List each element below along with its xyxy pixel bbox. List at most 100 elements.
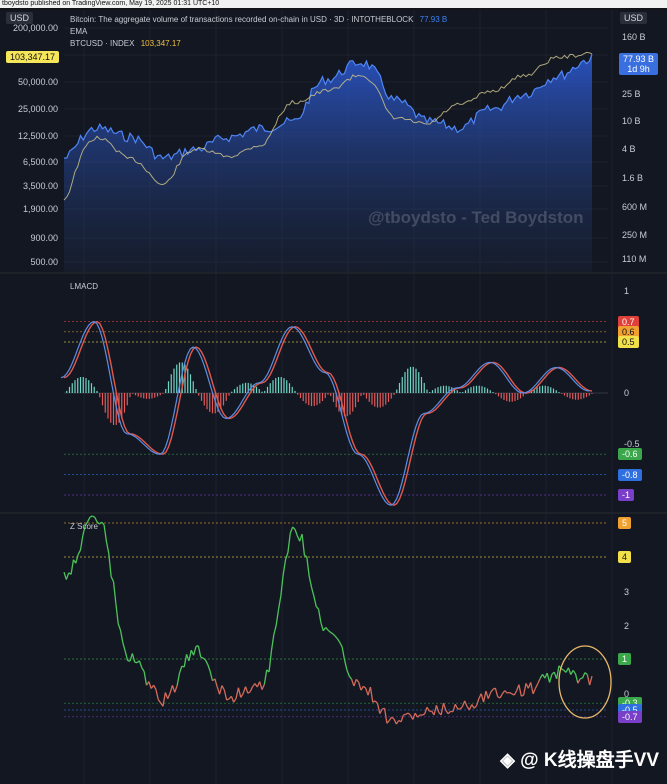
zscore-segment xyxy=(115,603,119,624)
zscore-segment xyxy=(294,529,298,537)
zscore-segment xyxy=(383,708,388,724)
zscore-segment xyxy=(282,559,287,575)
zscore-segment xyxy=(372,700,376,703)
zscore-segment xyxy=(226,698,230,701)
volume-area xyxy=(64,54,592,273)
price-axis-tick: 6,500.00 xyxy=(23,157,58,167)
series-title-value: 77.93 B xyxy=(419,15,448,24)
zscore-panel-bg xyxy=(0,514,667,784)
zscore-segment xyxy=(414,712,419,718)
btc-label: BTCUSD · INDEX xyxy=(70,39,135,48)
zscore-segment xyxy=(117,623,122,631)
zscore-axis-tick: 2 xyxy=(624,621,629,631)
volume-axis-tick: 160 B xyxy=(622,32,646,42)
price-axis-tick: 25,000.00 xyxy=(18,104,58,114)
zscore-segment xyxy=(209,671,214,681)
zscore-segment xyxy=(511,693,515,696)
zscore-segment xyxy=(400,714,405,723)
watermark: @tboydsto - Ted Boydston xyxy=(368,208,584,227)
zscore-segment xyxy=(287,533,291,553)
zscore-segment xyxy=(391,716,395,720)
zscore-segment xyxy=(358,681,362,691)
zscore-segment xyxy=(445,710,449,715)
lmacd-level-chip: 0.6 xyxy=(618,325,639,338)
lmacd-level-chip: -1 xyxy=(618,489,635,501)
zscore-segment xyxy=(343,659,348,670)
zscore-segment xyxy=(313,595,317,607)
lmacd-line xyxy=(60,320,590,506)
zscore-axis-tick: 0 xyxy=(624,689,629,699)
zscore-segment xyxy=(521,694,524,697)
zscore-segment xyxy=(289,526,294,534)
zscore-segment xyxy=(259,681,263,690)
zscore-segment xyxy=(77,549,82,555)
series-title-row: Bitcoin: The aggregate volume of transac… xyxy=(70,15,447,24)
axis-labels: 200,000.00100,000.0050,000.0025,000.0012… xyxy=(13,23,647,699)
published-line: tboydsto published on TradingView.com, M… xyxy=(0,0,667,8)
zscore-segment xyxy=(268,650,273,673)
series-title: Bitcoin: The aggregate volume of transac… xyxy=(70,15,414,24)
zscore-segment xyxy=(280,574,284,596)
price-axis-tick: 1,900.00 xyxy=(23,204,58,214)
zscore-segment xyxy=(454,703,459,710)
zscore-segment xyxy=(200,656,204,659)
volume-axis-tick: 25 B xyxy=(622,89,641,99)
zscore-segment xyxy=(176,673,181,686)
lmacd-axis-tick: 1 xyxy=(624,286,629,296)
zscore-segment xyxy=(546,672,551,683)
zscore-segment xyxy=(452,704,456,712)
zscore-segment xyxy=(355,678,360,683)
zscore-segment xyxy=(548,674,553,683)
zscore-segment xyxy=(86,516,91,523)
brand-watermark: ◈ @ K线操盘手VV xyxy=(500,750,659,771)
zscore-segment xyxy=(188,650,192,662)
zscore-segment xyxy=(341,646,346,660)
zscore-segment xyxy=(75,554,79,564)
zscore-segment xyxy=(122,642,126,652)
zscore-segment xyxy=(417,714,421,718)
currency-left-chip[interactable]: USD xyxy=(6,12,34,24)
price-axis-tick: 200,000.00 xyxy=(13,23,58,33)
current-price-chip: 103,347.17 xyxy=(6,51,60,63)
zscore-segment xyxy=(567,667,572,675)
zscore-segment xyxy=(110,576,115,582)
zscore-segment xyxy=(153,684,157,690)
lmacd-level-chip: -0.8 xyxy=(618,468,642,481)
lmacd-plot xyxy=(60,320,608,506)
zscore-segment xyxy=(138,660,143,669)
zscore-segment xyxy=(70,559,75,575)
zscore-segment xyxy=(237,687,242,698)
zscore-segment xyxy=(407,712,411,716)
zscore-segment xyxy=(310,587,315,597)
zscore-segment xyxy=(124,651,129,661)
zscore-segment xyxy=(589,675,593,686)
zscore-segment xyxy=(131,653,136,663)
zscore-segment xyxy=(386,720,390,724)
zscore-segment xyxy=(171,685,176,693)
currency-right-chip[interactable]: USD xyxy=(620,12,648,24)
zscore-segment xyxy=(532,688,537,695)
zscore-segment xyxy=(365,688,369,696)
zscore-segment xyxy=(336,638,341,643)
zscore-segment xyxy=(174,685,178,693)
zscore-segment xyxy=(494,687,499,697)
lmacd-axis-tick: -0.5 xyxy=(624,439,640,449)
zscore-segment xyxy=(261,684,265,690)
zscore-segment xyxy=(461,700,466,707)
zscore-level-chip: -0.7 xyxy=(618,710,642,723)
zscore-segment xyxy=(509,691,513,695)
zscore-segment xyxy=(134,661,138,664)
price-axis-tick: 50,000.00 xyxy=(18,77,58,87)
zscore-segment xyxy=(273,625,277,636)
btc-label-row: BTCUSD · INDEX 103,347.17 xyxy=(70,39,181,48)
lmacd-level-chip: 0.5 xyxy=(618,336,639,348)
volume-axis-tick: 4 B xyxy=(622,144,636,154)
volume-line xyxy=(63,54,593,161)
volume-axis-tick: 1.6 B xyxy=(622,173,643,183)
zscore-segment xyxy=(574,673,579,684)
price-axis-tick: 12,500.00 xyxy=(18,131,58,141)
zscore-segment xyxy=(96,521,100,525)
zscore-segment xyxy=(218,685,223,695)
zscore-segment xyxy=(214,678,218,687)
